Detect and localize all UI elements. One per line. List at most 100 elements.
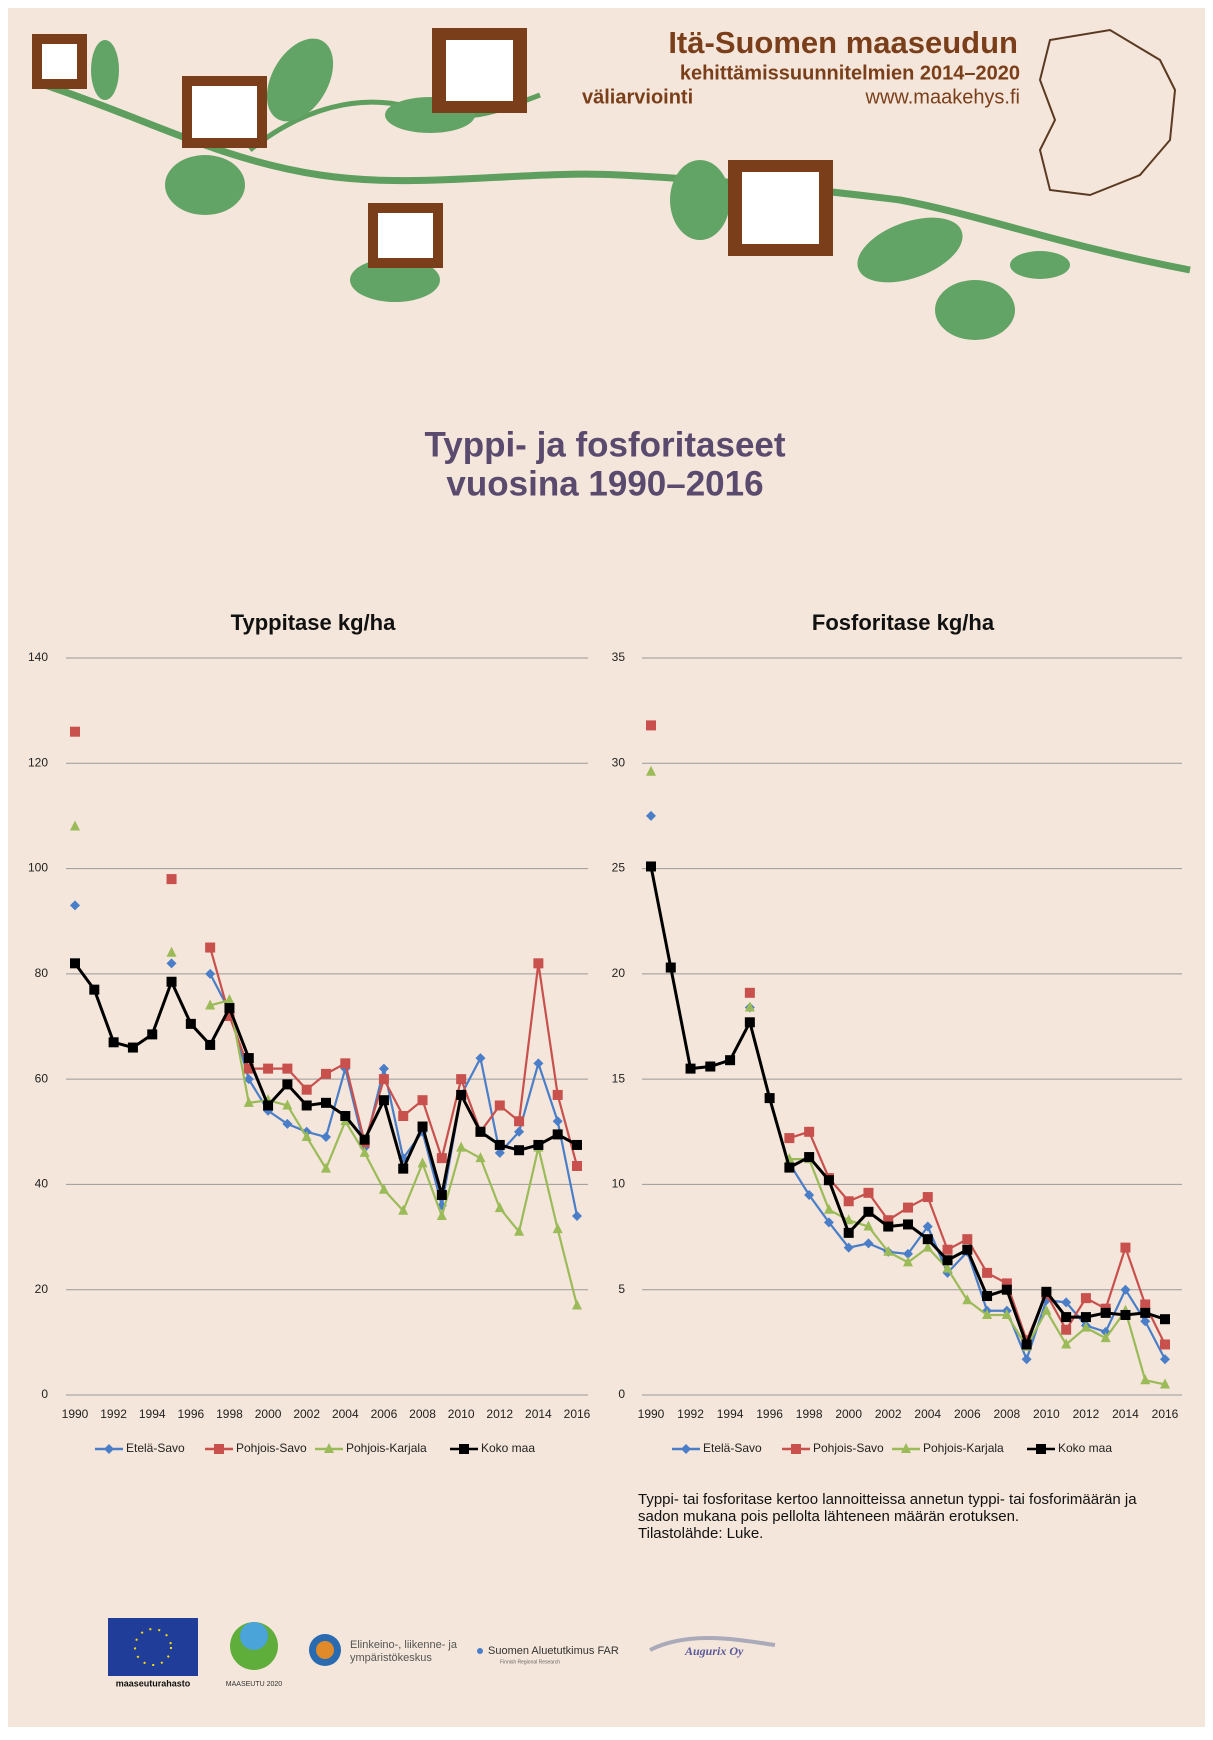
point-marker bbox=[572, 1161, 582, 1171]
point-marker bbox=[533, 1140, 543, 1150]
point-marker bbox=[962, 1245, 972, 1255]
point-marker bbox=[302, 1100, 312, 1110]
point-marker bbox=[686, 1064, 696, 1074]
x-tick-label: 1990 bbox=[62, 1407, 89, 1421]
point-marker bbox=[572, 1140, 582, 1150]
point-marker bbox=[923, 1192, 933, 1202]
chart-title: Typpitase kg/ha bbox=[231, 610, 396, 635]
x-tick-label: 1990 bbox=[638, 1407, 665, 1421]
point-marker bbox=[224, 1003, 234, 1013]
point-marker bbox=[495, 1100, 505, 1110]
y-tick-label: 30 bbox=[612, 755, 626, 769]
point-marker bbox=[167, 977, 177, 987]
logo-text: ympäristökeskus bbox=[350, 1652, 432, 1664]
y-tick-label: 120 bbox=[28, 755, 48, 769]
point-marker bbox=[844, 1196, 854, 1206]
point-marker bbox=[360, 1135, 370, 1145]
point-marker bbox=[514, 1116, 524, 1126]
point-marker bbox=[666, 963, 676, 973]
point-marker bbox=[1120, 1310, 1130, 1320]
point-marker bbox=[263, 1064, 273, 1074]
x-tick-label: 2012 bbox=[486, 1407, 513, 1421]
legend-label: Pohjois-Savo bbox=[236, 1441, 307, 1455]
y-tick-label: 10 bbox=[612, 1177, 626, 1191]
point-marker bbox=[282, 1064, 292, 1074]
legend-label: Etelä-Savo bbox=[126, 1441, 185, 1455]
point-marker bbox=[784, 1133, 794, 1143]
point-marker bbox=[1140, 1308, 1150, 1318]
header-subtitle: kehittämissuunnitelmien 2014–2020 bbox=[680, 62, 1020, 84]
point-marker bbox=[167, 874, 177, 884]
point-marker bbox=[109, 1037, 119, 1047]
x-tick-label: 2000 bbox=[255, 1407, 282, 1421]
point-marker bbox=[1101, 1308, 1111, 1318]
legend-marker bbox=[214, 1444, 224, 1454]
header-url: www.maakehys.fi bbox=[865, 86, 1021, 108]
point-marker bbox=[321, 1098, 331, 1108]
x-tick-label: 1992 bbox=[100, 1407, 127, 1421]
logo-text: Suomen Aluetutkimus FAR bbox=[488, 1645, 619, 1657]
point-marker bbox=[982, 1268, 992, 1278]
point-marker bbox=[725, 1055, 735, 1065]
point-marker bbox=[302, 1085, 312, 1095]
point-marker bbox=[1160, 1314, 1170, 1324]
point-marker bbox=[745, 1017, 755, 1027]
point-marker bbox=[943, 1245, 953, 1255]
point-marker bbox=[418, 1122, 428, 1132]
point-marker bbox=[705, 1062, 715, 1072]
legend-label: Etelä-Savo bbox=[703, 1441, 762, 1455]
point-marker bbox=[495, 1140, 505, 1150]
far-logo bbox=[477, 1648, 483, 1654]
point-marker bbox=[128, 1043, 138, 1053]
point-marker bbox=[883, 1222, 893, 1232]
footnote: sadon mukana pois pellolta lähteneen mää… bbox=[638, 1508, 1019, 1525]
point-marker bbox=[1061, 1312, 1071, 1322]
point-marker bbox=[1041, 1287, 1051, 1297]
point-marker bbox=[456, 1074, 466, 1084]
point-marker bbox=[514, 1145, 524, 1155]
y-tick-label: 0 bbox=[618, 1387, 625, 1401]
point-marker bbox=[321, 1069, 331, 1079]
point-marker bbox=[804, 1152, 814, 1162]
main-title: vuosina 1990–2016 bbox=[446, 464, 763, 503]
point-marker bbox=[553, 1129, 563, 1139]
point-marker bbox=[1002, 1285, 1012, 1295]
x-tick-label: 1994 bbox=[717, 1407, 744, 1421]
point-marker bbox=[1061, 1325, 1071, 1335]
x-tick-label: 2012 bbox=[1073, 1407, 1100, 1421]
footnote: Tilastolähde: Luke. bbox=[638, 1525, 763, 1542]
x-tick-label: 2008 bbox=[993, 1407, 1020, 1421]
point-marker bbox=[340, 1111, 350, 1121]
x-tick-label: 1996 bbox=[756, 1407, 783, 1421]
x-tick-label: 2004 bbox=[332, 1407, 359, 1421]
point-marker bbox=[437, 1153, 447, 1163]
point-marker bbox=[398, 1111, 408, 1121]
ely-logo bbox=[316, 1641, 334, 1659]
y-tick-label: 35 bbox=[612, 650, 626, 664]
point-marker bbox=[863, 1188, 873, 1198]
point-marker bbox=[903, 1219, 913, 1229]
point-marker bbox=[824, 1175, 834, 1185]
main-title: Typpi- ja fosforitaseet bbox=[424, 425, 785, 464]
point-marker bbox=[553, 1090, 563, 1100]
logo-text: maaseuturahasto bbox=[116, 1678, 191, 1688]
chart-title: Fosforitase kg/ha bbox=[812, 610, 995, 635]
point-marker bbox=[340, 1058, 350, 1068]
legend-label: Pohjois-Karjala bbox=[923, 1441, 1004, 1455]
legend-label: Pohjois-Karjala bbox=[346, 1441, 427, 1455]
header-title: Itä-Suomen maaseudun bbox=[668, 25, 1018, 60]
point-marker bbox=[1081, 1293, 1091, 1303]
point-marker bbox=[282, 1079, 292, 1089]
x-tick-label: 1998 bbox=[796, 1407, 823, 1421]
footnote: Typpi- tai fosforitase kertoo lannoittei… bbox=[638, 1491, 1137, 1508]
page: {"header": {"title": "Itä-Suomen maaseud… bbox=[0, 0, 1213, 1735]
point-marker bbox=[263, 1100, 273, 1110]
x-tick-label: 1996 bbox=[177, 1407, 204, 1421]
point-marker bbox=[379, 1074, 389, 1084]
point-marker bbox=[646, 861, 656, 871]
point-marker bbox=[244, 1053, 254, 1063]
y-tick-label: 15 bbox=[612, 1071, 626, 1085]
x-tick-label: 2002 bbox=[875, 1407, 902, 1421]
x-tick-label: 2008 bbox=[409, 1407, 436, 1421]
y-tick-label: 5 bbox=[618, 1282, 625, 1296]
